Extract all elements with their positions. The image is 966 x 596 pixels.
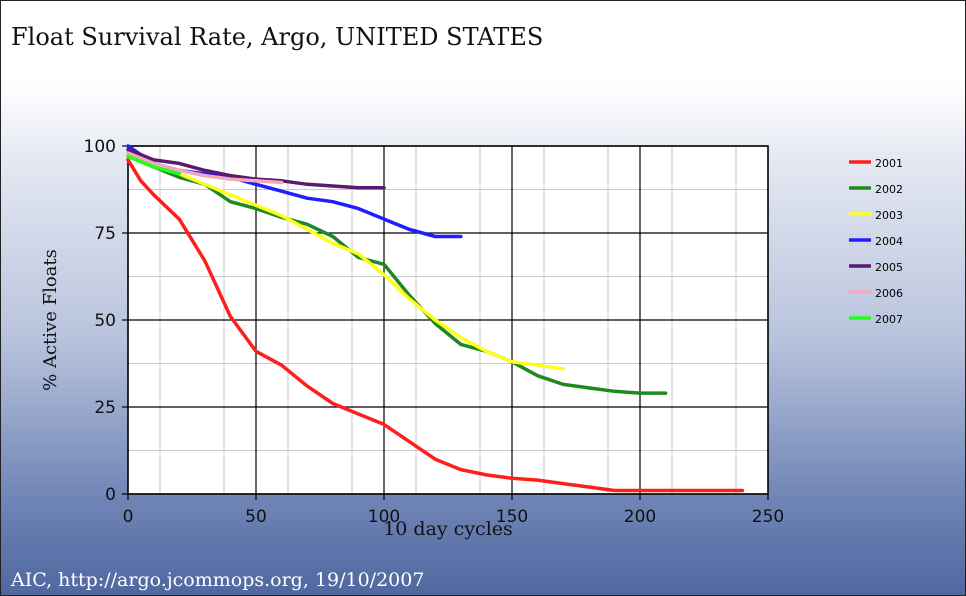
x-tick-label: 200 — [624, 507, 656, 527]
legend-label-2005: 2005 — [875, 261, 903, 274]
x-axis-label: 10 day cycles — [383, 518, 513, 540]
legend-label-2006: 2006 — [875, 287, 903, 300]
x-tick-label: 0 — [123, 507, 134, 527]
legend-label-2001: 2001 — [875, 157, 903, 170]
y-tick-label: 0 — [105, 485, 116, 505]
series-line-2007 — [126, 154, 181, 176]
y-axis-label: % Active Floats — [40, 249, 61, 391]
legend-label-2003: 2003 — [875, 209, 903, 222]
x-tick-label: 150 — [496, 507, 528, 527]
chart-title: Float Survival Rate, Argo, UNITED STATES — [11, 23, 544, 51]
series-line-2003 — [126, 154, 565, 371]
x-tick-label: 50 — [245, 507, 267, 527]
series-line-2002 — [126, 154, 668, 395]
y-tick-label: 75 — [94, 224, 116, 244]
x-tick-label: 100 — [368, 507, 400, 527]
series-line-2006 — [126, 151, 284, 185]
y-tick-label: 25 — [94, 398, 116, 418]
legend-label-2002: 2002 — [875, 183, 903, 196]
series-line-2001 — [126, 158, 745, 493]
credit-text: AIC, http://argo.jcommops.org, 19/10/200… — [11, 569, 425, 591]
y-tick-label: 50 — [94, 311, 116, 331]
y-tick-label: 100 — [84, 137, 116, 157]
legend-label-2007: 2007 — [875, 313, 903, 326]
legend-label-2004: 2004 — [875, 235, 903, 248]
x-tick-label: 250 — [752, 507, 784, 527]
